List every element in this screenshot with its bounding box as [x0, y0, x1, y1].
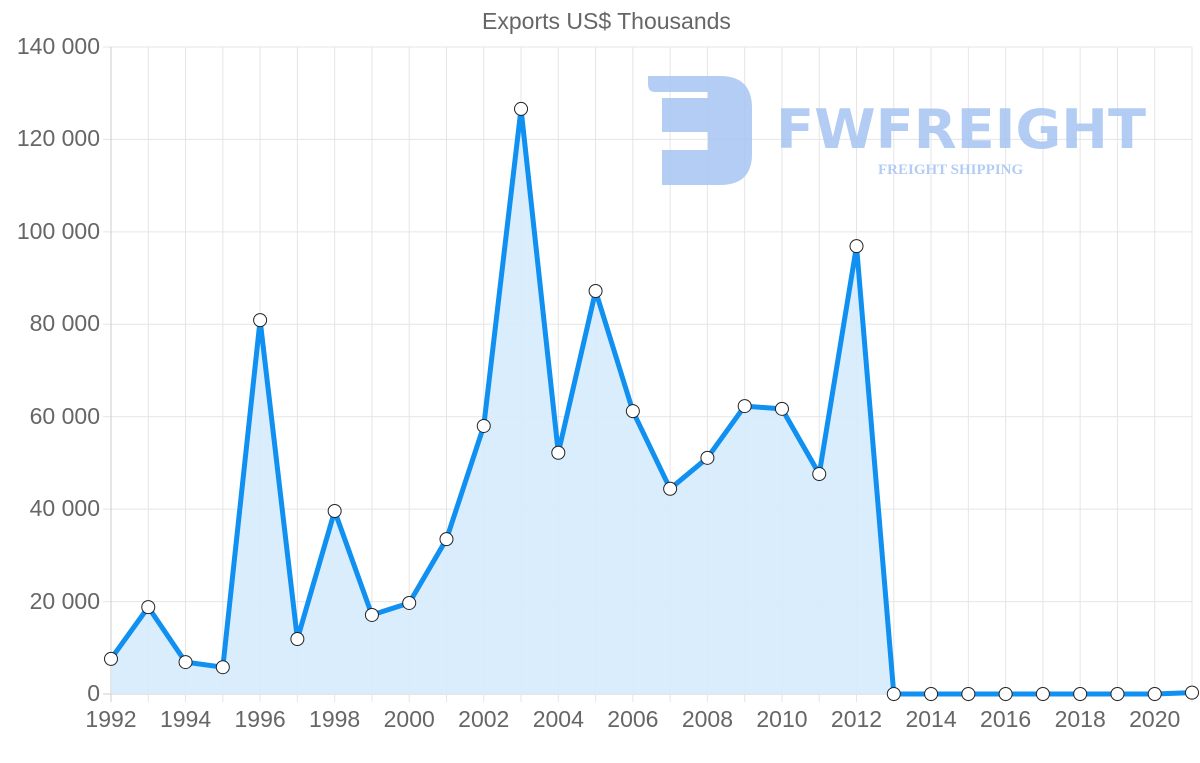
data-point[interactable] [514, 101, 529, 116]
data-point[interactable] [402, 595, 417, 610]
x-tick-label: 2018 [1054, 706, 1106, 732]
y-tick-label: 40 000 [29, 495, 100, 522]
series-area-fill [111, 108, 1192, 695]
y-tick-label: 140 000 [16, 33, 100, 59]
x-tick-label: 2014 [905, 706, 957, 732]
data-point[interactable] [551, 445, 566, 460]
x-tick-label: 1992 [85, 706, 137, 732]
data-point[interactable] [253, 313, 268, 328]
x-tick-label: 2016 [980, 706, 1032, 732]
data-point[interactable] [700, 450, 715, 465]
fwfreight-watermark: FWFREIGHT FREIGHT SHIPPING [648, 76, 1146, 185]
data-point[interactable] [924, 687, 939, 701]
y-tick-label: 100 000 [16, 217, 100, 244]
data-point[interactable] [327, 503, 342, 518]
data-point[interactable] [737, 399, 752, 414]
data-point[interactable] [104, 651, 118, 666]
x-tick-label: 2008 [681, 706, 733, 732]
data-point[interactable] [812, 467, 827, 482]
data-point[interactable] [1110, 687, 1125, 701]
chart-title: Exports US$ Thousands [482, 8, 731, 34]
x-tick-label: 2002 [458, 706, 510, 732]
y-tick-label: 60 000 [29, 402, 100, 429]
data-point[interactable] [774, 401, 789, 416]
data-point[interactable] [1185, 685, 1199, 700]
data-point[interactable] [178, 655, 193, 670]
data-point[interactable] [961, 687, 976, 701]
data-point[interactable] [588, 284, 603, 299]
data-point[interactable] [849, 239, 864, 254]
data-point[interactable] [439, 532, 454, 547]
x-tick-label: 1996 [234, 706, 286, 732]
x-tick-label: 2012 [830, 706, 883, 732]
x-tick-label: 2020 [1129, 706, 1181, 732]
data-point[interactable] [1147, 687, 1162, 701]
x-tick-label: 1998 [309, 706, 361, 732]
data-point[interactable] [1073, 687, 1088, 701]
x-tick-label: 2004 [532, 706, 584, 732]
svg-text:FWFREIGHT: FWFREIGHT [776, 98, 1146, 161]
x-tick-label: 2006 [607, 706, 659, 732]
data-points [104, 101, 1199, 701]
data-point[interactable] [886, 687, 901, 701]
data-point[interactable] [663, 481, 678, 496]
y-tick-label: 0 [87, 680, 100, 706]
data-point[interactable] [364, 607, 379, 622]
data-point[interactable] [1035, 687, 1050, 701]
x-tick-label: 2010 [756, 706, 808, 732]
data-point[interactable] [625, 404, 640, 419]
y-tick-label: 120 000 [16, 125, 100, 152]
data-point[interactable] [476, 418, 491, 433]
data-point[interactable] [215, 660, 230, 675]
fwfreight-logo-icon [648, 76, 752, 185]
x-tick-label: 2000 [383, 706, 435, 732]
y-tick-label: 20 000 [29, 587, 100, 614]
svg-text:FREIGHT SHIPPING: FREIGHT SHIPPING [878, 162, 1023, 178]
data-point[interactable] [998, 687, 1013, 701]
x-tick-label: 1994 [159, 706, 212, 732]
y-tick-label: 80 000 [29, 310, 100, 337]
data-point[interactable] [290, 632, 305, 647]
data-point[interactable] [141, 600, 156, 615]
